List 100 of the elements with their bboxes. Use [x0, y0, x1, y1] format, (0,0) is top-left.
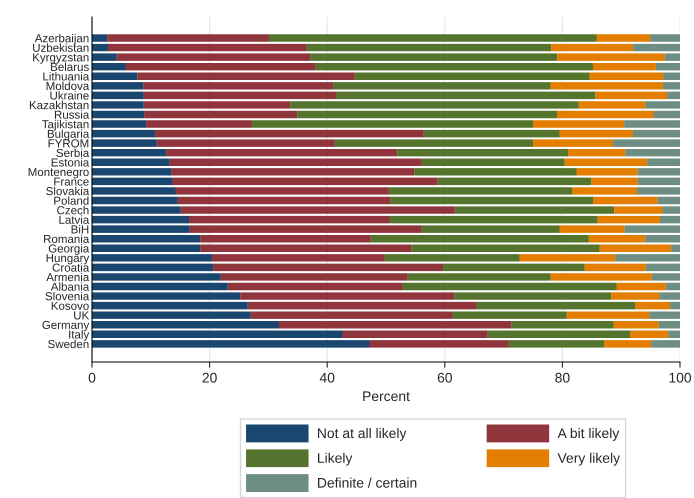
bar	[670, 302, 680, 310]
bar	[519, 254, 616, 262]
bar	[92, 321, 279, 328]
bar	[668, 330, 680, 338]
bar	[533, 139, 613, 147]
bar	[170, 158, 422, 166]
bar	[240, 292, 454, 300]
bar	[390, 216, 598, 224]
bar	[408, 273, 551, 281]
bar	[370, 340, 509, 348]
bar	[559, 130, 633, 138]
bar	[454, 292, 612, 300]
bar	[611, 292, 660, 300]
bar	[137, 72, 355, 80]
bar	[422, 225, 560, 233]
bar	[568, 148, 626, 156]
bar	[604, 340, 652, 348]
bar	[92, 130, 155, 138]
bar	[143, 82, 334, 90]
bar	[488, 330, 630, 338]
bar	[645, 234, 680, 242]
bar	[598, 216, 660, 224]
bar	[92, 120, 146, 128]
bar	[92, 72, 138, 80]
y-tick-label: Armenia	[46, 272, 90, 282]
y-tick-label: Georgia	[48, 244, 90, 255]
bar	[190, 225, 422, 233]
bar	[278, 321, 512, 328]
bar	[664, 72, 680, 80]
bar	[572, 187, 638, 195]
bar	[592, 196, 658, 204]
legend-label: Not at all likely	[318, 428, 406, 441]
bar	[508, 340, 604, 348]
bar	[146, 120, 252, 128]
bar	[414, 168, 577, 176]
bar	[92, 168, 172, 176]
bar	[658, 321, 680, 328]
bar	[92, 292, 240, 300]
bar	[144, 110, 298, 118]
bar	[564, 158, 648, 166]
bar	[650, 34, 680, 42]
x-tick-label: 20	[202, 372, 217, 383]
bar	[92, 110, 144, 118]
bar	[566, 311, 650, 319]
y-tick-label: Uzbekistan	[33, 43, 88, 52]
bar	[614, 206, 662, 214]
y-tick-label: Slovenia	[46, 292, 90, 300]
bar	[116, 53, 310, 61]
bar	[550, 82, 663, 90]
bar	[635, 302, 670, 310]
x-tick-label: 100	[669, 372, 692, 383]
y-tick-label: Czech	[57, 206, 88, 214]
y-tick-label: Montenegro	[28, 168, 89, 178]
y-tick-label: Kosovo	[52, 302, 89, 310]
x-tick-label: 0	[88, 372, 96, 383]
bar	[92, 311, 251, 319]
bar	[342, 330, 488, 338]
bar	[154, 130, 424, 138]
bar	[578, 101, 646, 109]
y-tick-label: BiH	[72, 224, 88, 234]
bar	[550, 273, 652, 281]
y-tick-label: Belarus	[51, 62, 89, 71]
bar	[200, 234, 371, 242]
bar	[92, 44, 108, 52]
bar	[144, 101, 290, 109]
bar	[625, 148, 680, 156]
bar	[248, 302, 477, 310]
bar	[551, 44, 633, 52]
bar	[92, 101, 144, 109]
bar	[171, 168, 414, 176]
bar	[290, 101, 579, 109]
legend-label: Likely	[318, 452, 352, 466]
bar	[595, 92, 668, 100]
bar	[632, 130, 680, 138]
bar	[92, 92, 144, 100]
y-tick-label: Kyrgyzstan	[33, 53, 88, 64]
bar	[654, 110, 680, 118]
bar	[616, 282, 666, 290]
bar	[92, 62, 126, 70]
bar	[584, 264, 646, 272]
bar	[370, 234, 589, 242]
y-tick-label: Russia	[54, 110, 90, 119]
bar	[666, 282, 680, 290]
bar	[108, 44, 307, 52]
bar	[559, 225, 625, 233]
bar	[334, 82, 551, 90]
y-tick-label: Tajikistan	[42, 120, 88, 131]
legend-label: A bit likely	[558, 428, 620, 441]
bar	[92, 34, 108, 42]
bar	[92, 187, 176, 195]
bar	[250, 311, 452, 319]
bar	[92, 178, 173, 186]
bar	[660, 216, 680, 224]
x-tick-label: 60	[438, 372, 452, 383]
bar	[615, 254, 680, 262]
bar	[533, 120, 624, 128]
y-tick-label: Albania	[50, 282, 90, 291]
y-tick-label: Italy	[69, 330, 90, 341]
bar	[172, 178, 438, 186]
bar	[424, 130, 560, 138]
